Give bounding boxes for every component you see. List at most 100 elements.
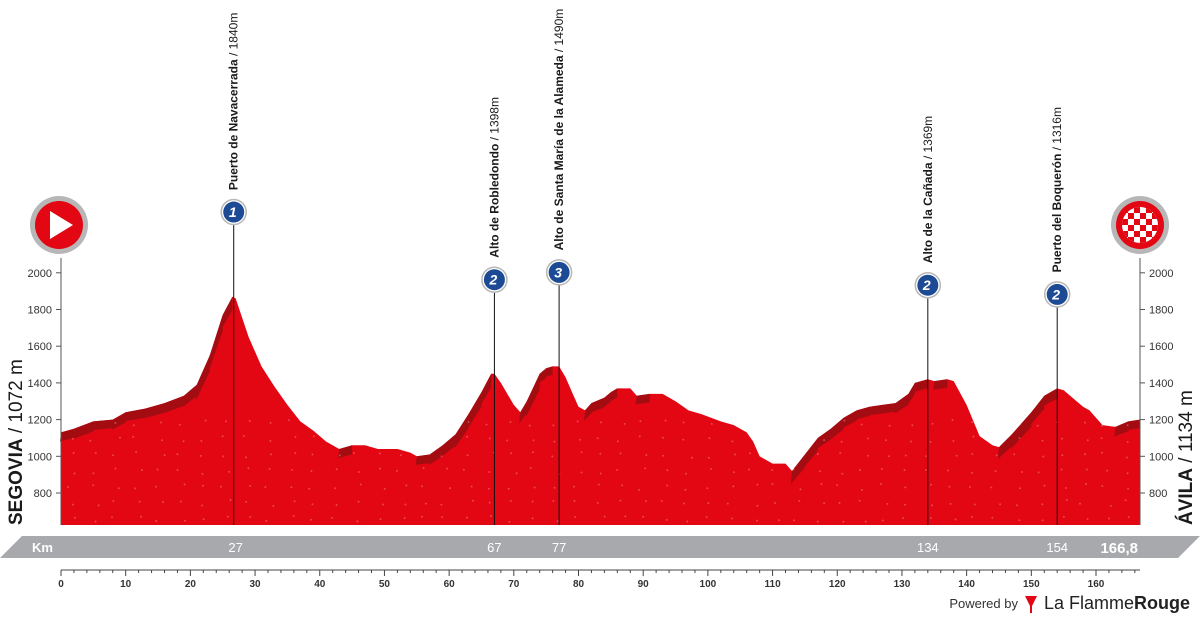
texture-dot <box>466 454 469 457</box>
elevation-profile <box>60 296 1140 525</box>
texture-dot <box>616 440 619 443</box>
texture-dot <box>176 469 179 472</box>
texture-dot <box>999 438 1002 441</box>
place-name: ÁVILA <box>1175 468 1197 525</box>
finish-marker <box>1111 196 1169 254</box>
texture-dot <box>556 520 559 523</box>
texture-dot <box>92 472 95 475</box>
texture-dot <box>1106 469 1109 472</box>
km-axis-tick-label: 120 <box>829 579 846 590</box>
texture-dot <box>885 439 887 442</box>
climb-elevation: / 1369m <box>921 116 935 163</box>
texture-dot <box>1064 487 1067 489</box>
texture-dot <box>888 424 891 427</box>
texture-dot <box>843 419 846 422</box>
profile-shade-segment <box>525 373 540 418</box>
texture-dot <box>911 424 914 427</box>
texture-dot <box>220 485 222 488</box>
profile-shade-segment <box>913 379 928 392</box>
checker-square <box>1122 231 1128 237</box>
texture-dot <box>973 503 976 506</box>
category-2-climb-icon <box>917 274 939 296</box>
profile-shade-segment <box>1114 421 1129 437</box>
texture-dot <box>664 419 667 422</box>
texture-dot <box>624 515 627 518</box>
texture-dot <box>132 435 135 438</box>
texture-dot <box>159 421 162 424</box>
texture-dot <box>881 519 884 522</box>
texture-dot <box>666 484 669 487</box>
texture-dot <box>1079 502 1081 505</box>
texture-dot <box>89 439 92 442</box>
texture-dot <box>999 503 1002 506</box>
texture-dot <box>488 437 491 440</box>
texture-dot <box>179 500 182 503</box>
texture-dot <box>290 486 293 489</box>
profile-shade-segment <box>538 368 547 384</box>
climb-category-number: 2 <box>1051 286 1060 302</box>
texture-dot <box>71 503 74 506</box>
climb-name: Alto de Santa María de la Alameda <box>552 55 566 250</box>
profile-shade-segment <box>1127 419 1140 430</box>
texture-dot <box>221 435 224 438</box>
texture-dot <box>706 487 709 490</box>
km-axis-tick-label: 150 <box>1023 579 1040 590</box>
start-arrow-glyph <box>50 211 73 239</box>
texture-dot <box>839 452 842 454</box>
texture-dot <box>249 516 252 518</box>
texture-dot <box>990 486 993 489</box>
km-axis-tick-label: 130 <box>894 579 911 590</box>
texture-dot <box>488 501 491 504</box>
texture-dot <box>332 437 335 440</box>
texture-dot <box>1126 440 1129 443</box>
texture-dot <box>792 468 795 471</box>
profile-shade-segment <box>803 437 818 468</box>
texture-dot <box>798 438 801 440</box>
texture-dot <box>201 472 204 475</box>
texture-dot <box>155 520 158 523</box>
km-bar-mark: 154 <box>1046 540 1068 555</box>
profile-shade-segment <box>842 410 857 428</box>
texture-dot <box>619 452 622 455</box>
texture-dot <box>92 484 95 487</box>
profile-shade-segment <box>338 445 353 459</box>
texture-dot <box>756 483 759 486</box>
category-3-climb-icon <box>548 261 570 283</box>
checker-square <box>1146 219 1152 225</box>
profile-shade-segment <box>124 408 146 422</box>
texture-dot <box>226 515 229 518</box>
texture-dot <box>183 483 186 486</box>
texture-dot <box>1061 454 1064 457</box>
texture-dot <box>405 484 408 487</box>
climb-elevation: / 1490m <box>552 9 566 56</box>
texture-dot <box>446 435 449 438</box>
texture-dot <box>955 454 958 457</box>
texture-dot <box>929 517 932 519</box>
texture-dot <box>756 519 758 522</box>
texture-dot <box>1062 515 1065 518</box>
category-2-climb-icon <box>483 269 505 291</box>
profile-shade-segment <box>816 428 831 449</box>
texture-dot <box>796 421 799 424</box>
texture-dot <box>135 451 138 454</box>
checker-square <box>1152 213 1158 219</box>
climb-name: Puerto de Navacerrada <box>227 59 241 190</box>
profile-shade-segment <box>1043 388 1058 406</box>
km-axis-tick-label: 90 <box>638 579 650 590</box>
km-axis-tick-label: 0 <box>58 579 64 590</box>
texture-dot <box>774 424 777 426</box>
texture-dot <box>616 468 619 471</box>
checker-square <box>1134 207 1140 213</box>
texture-dot <box>1019 487 1022 490</box>
texture-dot <box>134 487 136 490</box>
texture-dot <box>887 455 890 458</box>
texture-dot <box>949 502 952 505</box>
texture-dot <box>357 500 360 503</box>
checker-square <box>1134 231 1140 237</box>
texture-dot <box>708 437 711 440</box>
texture-dot <box>269 421 272 424</box>
texture-dot <box>662 454 665 457</box>
texture-dot <box>638 488 640 491</box>
texture-dot <box>685 472 687 475</box>
texture-dot <box>1086 518 1089 520</box>
